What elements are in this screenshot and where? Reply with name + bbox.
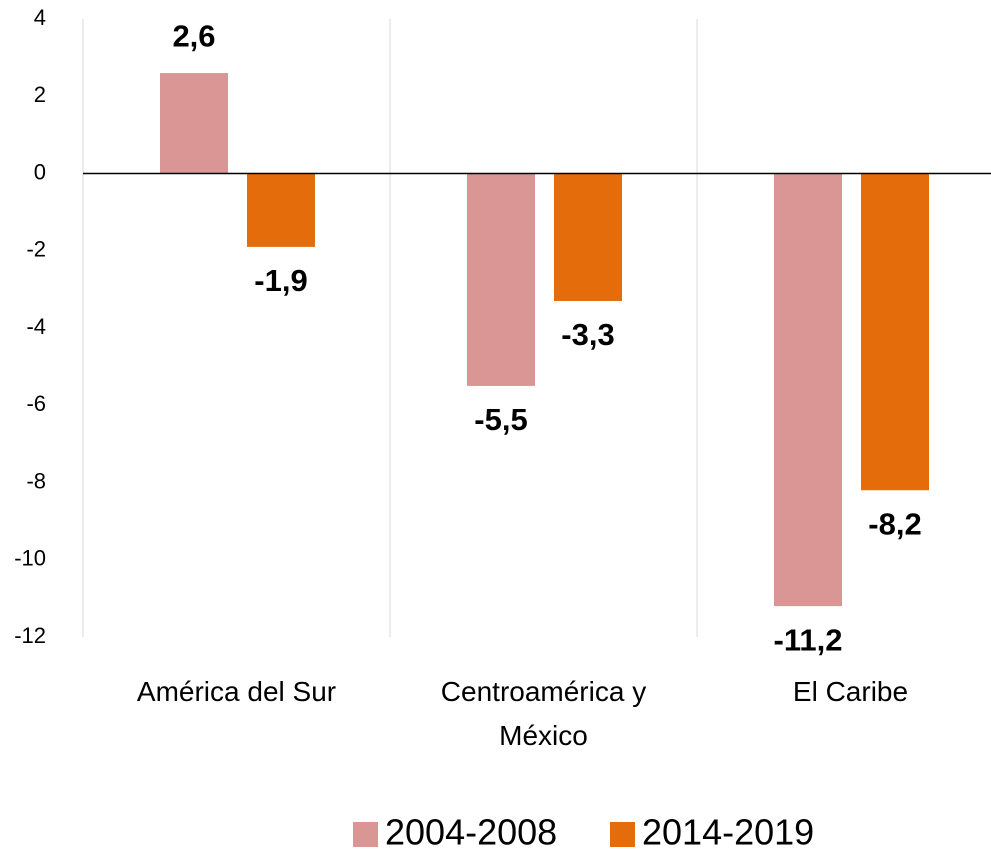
bar — [861, 173, 929, 491]
value-label: -11,2 — [774, 622, 843, 657]
y-tick-label: -4 — [26, 314, 46, 339]
y-tick-label: -8 — [26, 468, 46, 493]
x-tick-label: El Caribe — [792, 676, 909, 707]
y-tick-label: 0 — [34, 159, 46, 184]
value-label: -5,5 — [474, 402, 527, 437]
bar — [160, 73, 228, 174]
bar — [774, 173, 842, 607]
y-tick-label: -12 — [14, 623, 46, 648]
value-label: 2,6 — [172, 18, 215, 53]
y-tick-label: -6 — [26, 391, 46, 416]
bar — [467, 173, 535, 386]
bar — [554, 173, 622, 301]
y-tick-label: -10 — [14, 546, 46, 571]
value-label: -3,3 — [561, 317, 614, 352]
x-tick-label: Centroamérica y México — [440, 676, 647, 751]
y-tick-label: 4 — [34, 5, 46, 30]
y-tick-label: 2 — [34, 82, 46, 107]
value-label: -1,9 — [254, 263, 307, 298]
x-tick-label: América del Sur — [136, 676, 337, 707]
legend-swatch — [353, 822, 378, 847]
legend-label: 2014-2019 — [642, 812, 814, 853]
bar — [247, 173, 315, 247]
legend-swatch — [610, 822, 635, 847]
value-label: -8,2 — [868, 506, 921, 541]
y-tick-label: -2 — [26, 237, 46, 262]
legend-label: 2004-2008 — [385, 812, 557, 853]
